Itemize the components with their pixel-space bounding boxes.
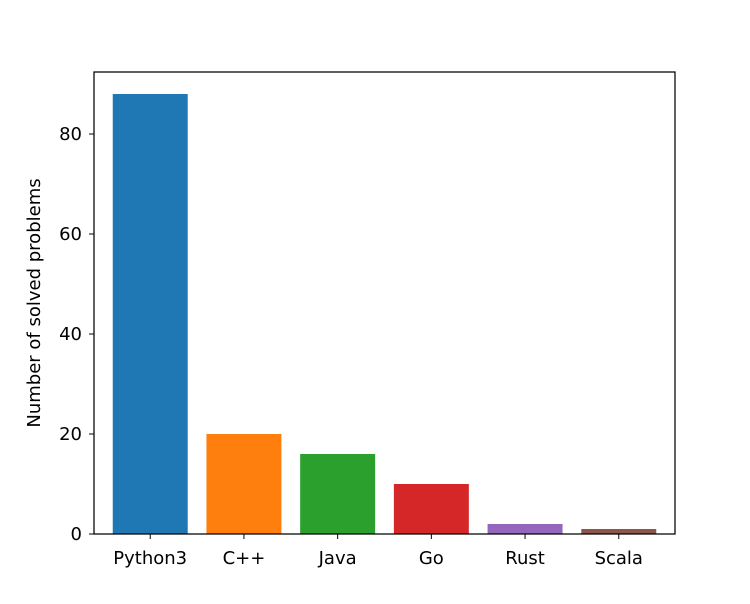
x-axis: Python3 C++ Java Go Rust Scala	[113, 534, 643, 569]
y-tick-label: 40	[59, 324, 82, 345]
plot-frame	[93, 71, 676, 535]
y-tick-label: 60	[59, 224, 82, 245]
x-tick-label: Go	[419, 548, 444, 569]
y-tick-label: 80	[59, 124, 82, 145]
bar-java	[300, 454, 376, 534]
bar-c	[206, 434, 282, 534]
bar-rust	[487, 524, 563, 534]
x-tick-label: Java	[318, 548, 357, 569]
bar-scala	[581, 529, 657, 534]
x-tick-label: Rust	[505, 548, 545, 569]
y-axis: 0 20 40 60 80	[59, 124, 94, 545]
bar-python3	[112, 94, 188, 534]
x-tick-label: Python3	[113, 548, 187, 569]
x-tick-label: Scala	[595, 548, 643, 569]
bars-layer	[112, 94, 657, 534]
bar-go	[393, 484, 469, 534]
y-axis-label: Number of solved problems	[24, 178, 45, 427]
y-tick-label: 0	[71, 524, 82, 545]
x-tick-label: C++	[223, 548, 266, 569]
y-tick-label: 20	[59, 424, 82, 445]
